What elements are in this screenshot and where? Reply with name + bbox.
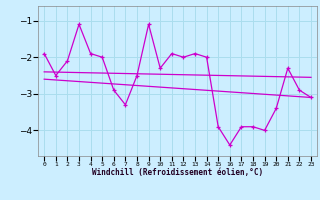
X-axis label: Windchill (Refroidissement éolien,°C): Windchill (Refroidissement éolien,°C)	[92, 168, 263, 177]
